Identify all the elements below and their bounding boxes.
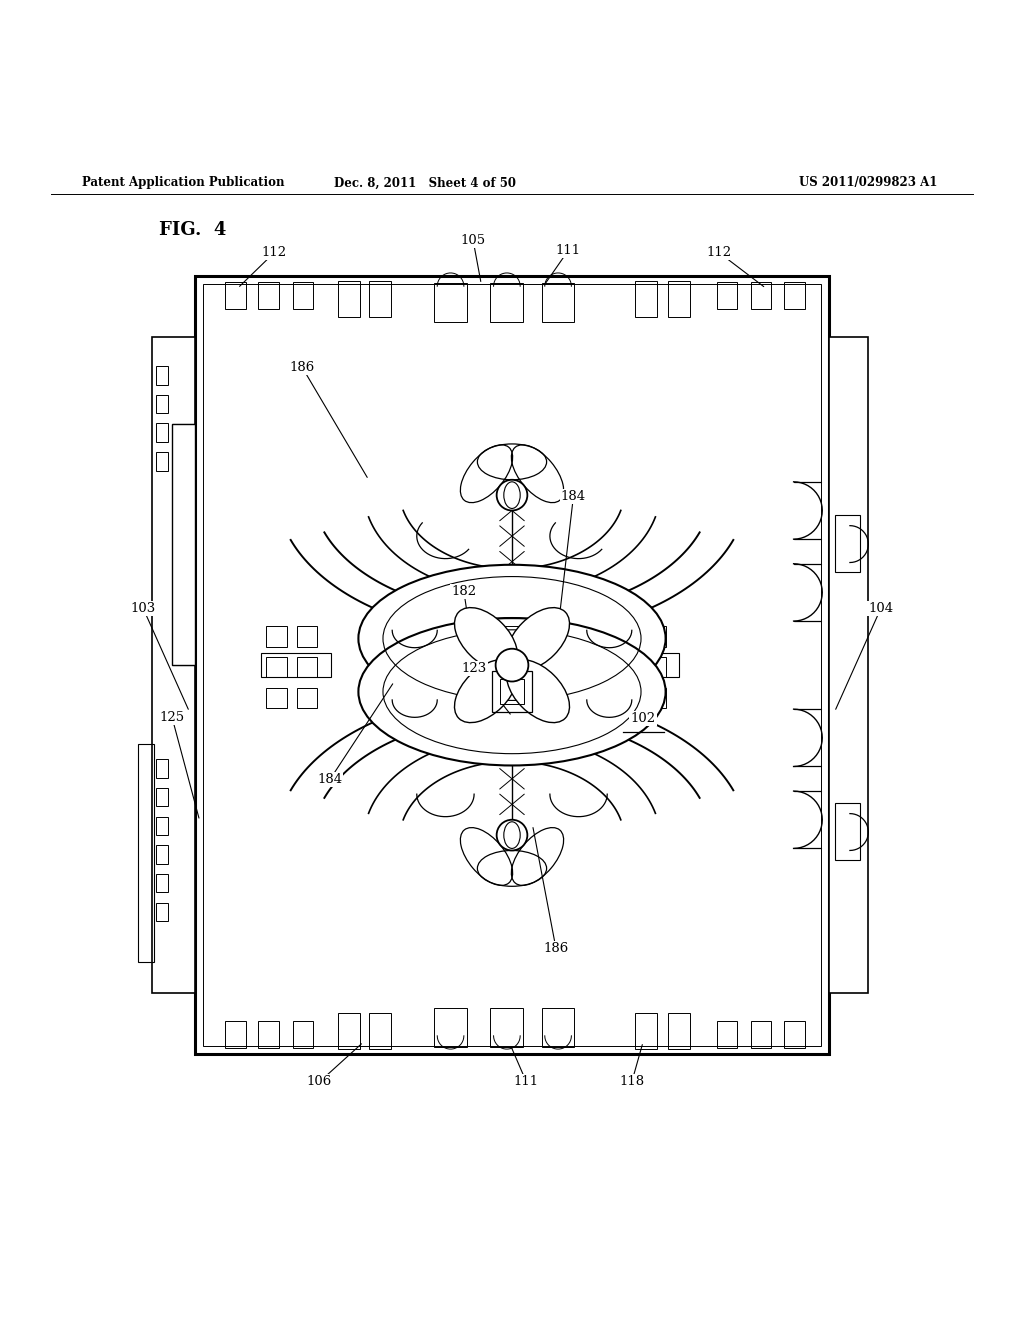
Text: 118: 118 xyxy=(620,1076,644,1089)
Circle shape xyxy=(496,648,528,681)
Bar xyxy=(293,1022,313,1048)
Text: 186: 186 xyxy=(544,942,568,956)
Text: 111: 111 xyxy=(514,1076,539,1089)
Text: 184: 184 xyxy=(561,490,586,503)
Bar xyxy=(338,281,360,317)
Bar xyxy=(717,1022,737,1048)
Bar xyxy=(635,1014,657,1049)
Bar xyxy=(614,688,635,708)
Ellipse shape xyxy=(507,660,569,722)
Bar xyxy=(490,1008,523,1047)
Bar xyxy=(492,672,532,713)
Ellipse shape xyxy=(358,618,666,766)
Bar xyxy=(542,1008,574,1047)
Bar xyxy=(266,626,287,647)
Text: 104: 104 xyxy=(868,602,893,615)
Bar xyxy=(338,1014,360,1049)
Bar xyxy=(492,618,532,659)
Bar xyxy=(195,276,829,1055)
Bar xyxy=(156,759,168,777)
Bar xyxy=(434,284,467,322)
Bar xyxy=(500,680,524,704)
Bar xyxy=(156,453,168,470)
Text: 103: 103 xyxy=(131,602,156,615)
Bar xyxy=(751,282,771,309)
Bar xyxy=(297,688,317,708)
Bar xyxy=(645,688,666,708)
Text: 106: 106 xyxy=(307,1076,332,1089)
Bar xyxy=(203,284,821,1045)
Bar xyxy=(297,626,317,647)
Bar xyxy=(156,395,168,413)
Bar xyxy=(156,903,168,921)
Bar xyxy=(717,282,737,309)
Ellipse shape xyxy=(504,822,520,849)
Bar xyxy=(369,281,391,317)
Bar xyxy=(225,282,246,309)
Bar xyxy=(297,657,317,677)
Bar xyxy=(369,1014,391,1049)
Ellipse shape xyxy=(455,660,517,722)
Ellipse shape xyxy=(358,565,666,713)
Bar xyxy=(258,1022,279,1048)
Text: 102: 102 xyxy=(631,711,655,725)
Bar xyxy=(156,845,168,863)
Bar xyxy=(500,626,524,651)
Ellipse shape xyxy=(455,607,517,671)
Bar xyxy=(225,1022,246,1048)
Bar xyxy=(645,626,666,647)
Text: 186: 186 xyxy=(290,360,314,374)
Bar xyxy=(156,366,168,384)
Bar xyxy=(635,281,657,317)
Text: 123: 123 xyxy=(462,661,486,675)
Ellipse shape xyxy=(504,482,520,508)
Bar xyxy=(156,424,168,442)
Bar xyxy=(784,1022,805,1048)
Bar xyxy=(293,282,313,309)
Circle shape xyxy=(497,820,527,850)
Text: 184: 184 xyxy=(317,774,342,787)
Bar xyxy=(258,282,279,309)
Bar xyxy=(645,657,666,677)
Bar xyxy=(138,744,154,962)
Bar xyxy=(490,284,523,322)
Text: FIG.  4: FIG. 4 xyxy=(159,220,226,239)
Text: 111: 111 xyxy=(556,244,581,257)
Text: 125: 125 xyxy=(160,711,184,723)
Bar xyxy=(784,282,805,309)
Text: 112: 112 xyxy=(262,246,287,259)
Text: US 2011/0299823 A1: US 2011/0299823 A1 xyxy=(799,177,937,189)
Ellipse shape xyxy=(507,607,569,671)
Bar xyxy=(614,657,635,677)
Bar xyxy=(668,1014,690,1049)
Text: 105: 105 xyxy=(461,234,485,247)
Bar xyxy=(266,688,287,708)
Text: Dec. 8, 2011   Sheet 4 of 50: Dec. 8, 2011 Sheet 4 of 50 xyxy=(334,177,516,189)
Bar xyxy=(156,788,168,807)
Bar xyxy=(751,1022,771,1048)
Bar xyxy=(829,338,868,993)
Bar xyxy=(261,653,331,677)
Bar xyxy=(156,817,168,836)
Bar xyxy=(156,874,168,892)
Bar xyxy=(266,657,287,677)
Bar xyxy=(434,1008,467,1047)
Text: 182: 182 xyxy=(452,585,476,598)
Bar xyxy=(835,804,860,859)
Text: 112: 112 xyxy=(707,246,731,259)
Bar xyxy=(172,424,195,665)
Bar xyxy=(835,515,860,572)
Bar xyxy=(609,653,679,677)
Text: Patent Application Publication: Patent Application Publication xyxy=(82,177,285,189)
Bar xyxy=(614,626,635,647)
Bar xyxy=(152,338,195,993)
Bar xyxy=(668,281,690,317)
Circle shape xyxy=(497,479,527,511)
Bar xyxy=(542,284,574,322)
